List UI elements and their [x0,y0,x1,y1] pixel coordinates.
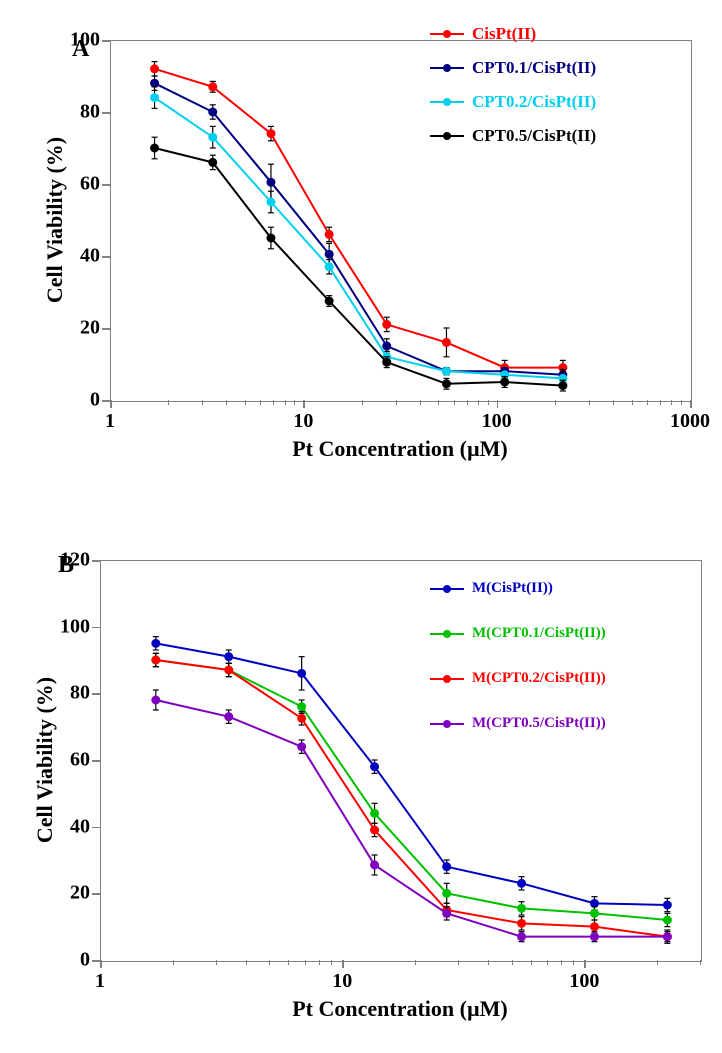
x-tick-label: 1 [105,410,115,433]
y-tick-label: 100 [50,615,90,638]
legend-label: M(CPT0.1/CisPt(II)) [472,625,606,642]
legend-item: CisPt(II) [430,24,596,44]
legend-item: CPT0.5/CisPt(II) [430,126,596,146]
panel-b: B M(CisPt(II)) M(CPT0.1/CisPt(II)) M(CPT… [0,530,722,1050]
legend-label: CPT0.2/CisPt(II) [472,92,596,112]
legend-label: CisPt(II) [472,24,536,44]
panel-a-legend: CisPt(II) CPT0.1/CisPt(II) CPT0.2/CisPt(… [430,24,596,160]
x-tick-label: 1000 [670,410,710,433]
legend-label: M(CPT0.5/CisPt(II)) [472,715,606,732]
y-axis-title: Cell Viability (%) [42,120,68,320]
legend-item: CPT0.1/CisPt(II) [430,58,596,78]
x-tick-label: 10 [293,410,313,433]
x-tick-label: 100 [482,410,512,433]
legend-label: CPT0.1/CisPt(II) [472,58,596,78]
x-tick-label: 1 [95,970,105,993]
y-tick-label: 0 [60,389,100,412]
y-tick-label: 0 [50,949,90,972]
y-axis-title: Cell Viability (%) [32,660,58,860]
legend-item: CPT0.2/CisPt(II) [430,92,596,112]
legend-item: M(CPT0.2/CisPt(II)) [430,670,606,687]
legend-label: CPT0.5/CisPt(II) [472,126,596,146]
y-tick-label: 120 [50,549,90,572]
y-tick-label: 20 [50,882,90,905]
legend-item: M(CPT0.5/CisPt(II)) [430,715,606,732]
panel-a: A CisPt(II) CPT0.1/CisPt(II) CPT0.2/CisP… [0,10,722,510]
legend-item: M(CisPt(II)) [430,580,606,597]
legend-item: M(CPT0.1/CisPt(II)) [430,625,606,642]
panel-b-legend: M(CisPt(II)) M(CPT0.1/CisPt(II)) M(CPT0.… [430,580,606,760]
y-tick-label: 100 [60,29,100,52]
x-axis-title: Pt Concentration (µM) [100,996,700,1022]
x-tick-label: 100 [569,970,599,993]
legend-label: M(CisPt(II)) [472,580,553,597]
legend-label: M(CPT0.2/CisPt(II)) [472,670,606,687]
x-axis-title: Pt Concentration (µM) [110,436,690,462]
x-tick-label: 10 [332,970,352,993]
